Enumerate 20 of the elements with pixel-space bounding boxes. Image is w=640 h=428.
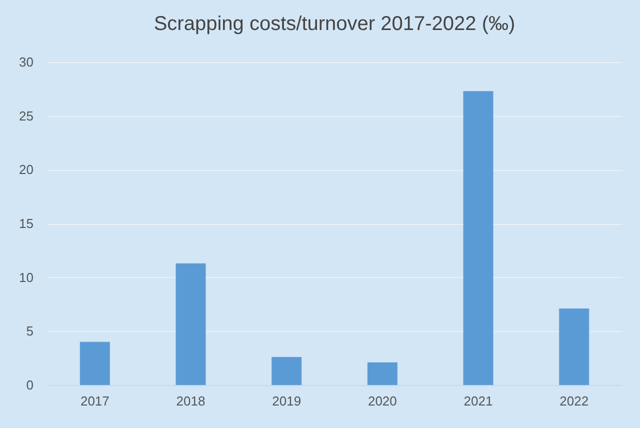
y-tick-label: 15	[19, 216, 34, 231]
y-tick-label: 5	[26, 324, 34, 339]
y-tick-label: 0	[26, 378, 34, 392]
bar	[272, 357, 302, 385]
y-tick-label: 25	[19, 108, 34, 124]
bar	[367, 362, 398, 385]
bar	[559, 308, 590, 385]
y-tick-label: 10	[19, 270, 34, 285]
x-tick-label: 2020	[368, 394, 397, 408]
x-tick-label: 2019	[272, 394, 302, 408]
y-tick-label: 20	[19, 162, 34, 178]
y-tick-label: 30	[19, 54, 34, 70]
x-tick-label: 2022	[560, 394, 589, 408]
x-tick-label: 2017	[80, 394, 110, 408]
x-tick-label: 2018	[176, 394, 206, 408]
bar	[176, 263, 206, 385]
bar	[463, 91, 494, 385]
bar	[80, 342, 110, 385]
chart-title: Scrapping costs/turnover 2017-2022 (‰)	[154, 13, 516, 35]
x-tick-label: 2021	[464, 394, 493, 408]
